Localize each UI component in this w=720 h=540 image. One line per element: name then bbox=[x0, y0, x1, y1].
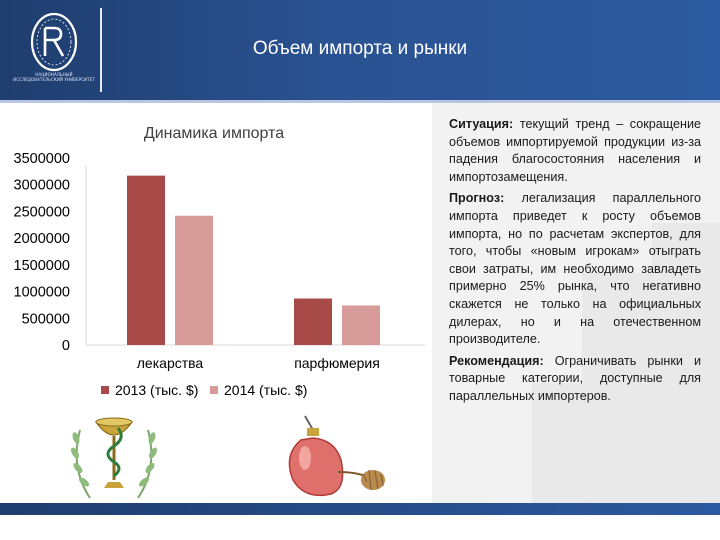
x-category-label: лекарства bbox=[137, 355, 204, 371]
forecast-text: легализация параллельного импорта привед… bbox=[449, 191, 701, 347]
y-tick-label: 2000000 bbox=[14, 231, 70, 247]
chart-title: Динамика импорта bbox=[144, 125, 284, 142]
bar-2014-0 bbox=[175, 215, 213, 345]
logo-caption: НАЦИОНАЛЬНЫЙ ИССЛЕДОВАТЕЛЬСКИЙ УНИВЕРСИТ… bbox=[13, 72, 95, 82]
analysis-text: Ситуация: текущий тренд – сокращение объ… bbox=[449, 116, 701, 410]
perfume-bottle-icon bbox=[288, 415, 385, 497]
decorative-panel bbox=[432, 103, 720, 503]
y-tick-label: 1000000 bbox=[14, 285, 70, 301]
y-tick-label: 3000000 bbox=[14, 178, 70, 194]
footer-band bbox=[0, 503, 720, 515]
forecast-label: Прогноз: bbox=[449, 191, 505, 206]
page-title: Объем импорта и рынки bbox=[252, 38, 468, 59]
y-tick-label: 0 bbox=[62, 338, 70, 354]
situation-label: Ситуация: bbox=[449, 117, 514, 131]
legend-label: 2014 (тыс. $) bbox=[224, 382, 307, 398]
pharmacy-bowl-icon bbox=[71, 417, 157, 499]
header-underline bbox=[0, 100, 720, 103]
legend-swatch bbox=[210, 386, 218, 394]
x-category-label: парфюмерия bbox=[294, 355, 380, 371]
university-logo-icon bbox=[30, 12, 78, 72]
situation-paragraph: Ситуация: текущий тренд – сокращение объ… bbox=[449, 116, 701, 186]
legend-label: 2013 (тыс. $) bbox=[115, 382, 198, 398]
situation-text: текущий тренд – сокращение объемов импор… bbox=[449, 117, 701, 184]
y-tick-label: 500000 bbox=[22, 311, 70, 327]
bar-2013-1 bbox=[294, 298, 332, 345]
recommendation-paragraph: Рекомендация: Ограничивать рынки и товар… bbox=[449, 353, 701, 406]
bar-2014-1 bbox=[342, 305, 380, 345]
y-tick-label: 2500000 bbox=[14, 204, 70, 220]
import-chart: Динамика импорта 3500000 3000000 2500000 20… bbox=[14, 125, 425, 398]
legend-swatch bbox=[101, 386, 109, 394]
header-bar: НАЦИОНАЛЬНЫЙ ИССЛЕДОВАТЕЛЬСКИЙ УНИВЕРСИТ… bbox=[0, 0, 720, 100]
y-tick-label: 1500000 bbox=[14, 258, 70, 274]
recommendation-text: Ограничивать рынки и товарные категории,… bbox=[449, 353, 701, 403]
y-tick-label: 3500000 bbox=[14, 151, 70, 167]
bar-2013-0 bbox=[127, 175, 165, 345]
recommendation-label: Рекомендация: bbox=[449, 353, 544, 368]
header-divider bbox=[100, 8, 102, 92]
forecast-paragraph: Прогноз: легализация параллельного импор… bbox=[449, 190, 701, 348]
